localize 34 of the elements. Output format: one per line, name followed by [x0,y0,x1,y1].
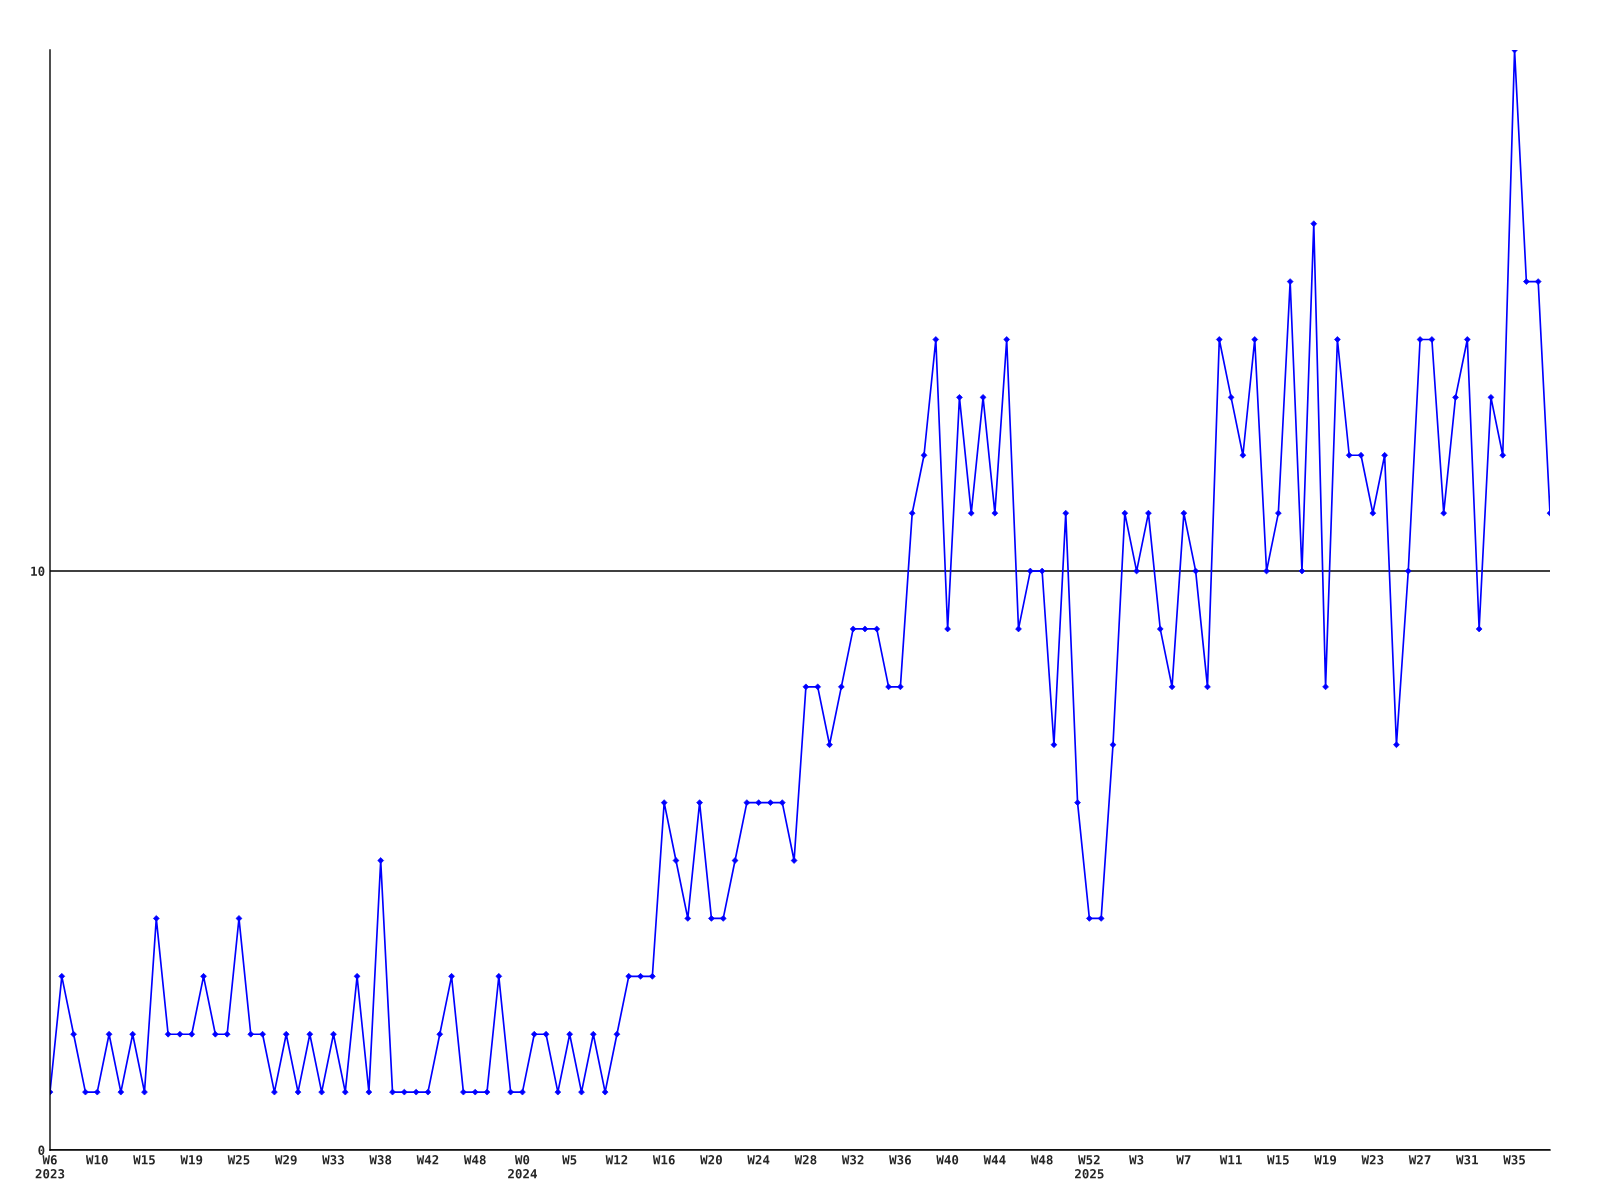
x-tick-label: W5 [562,1155,577,1165]
x-tick-label: W16 [652,1155,675,1165]
x-tick-label: W19 [1314,1155,1337,1165]
x-tick-label: W32 [841,1155,864,1165]
x-tick-label: W31 [1456,1155,1479,1165]
x-tick-label: W10 [85,1155,108,1165]
x-tick-label: W27 [1408,1155,1431,1165]
x-tick-label: W25 [227,1155,250,1165]
x-tick-label: W15 [133,1155,155,1165]
y-tick-label: 10 [31,566,45,576]
x-tick-label: W20 [700,1155,722,1165]
x-tick-label: W36 [889,1155,911,1165]
x-tick-label: W44 [983,1155,1006,1165]
y-tick-label: 0 [38,1145,45,1155]
x-tick-label: W40 [936,1155,959,1165]
x-tick-label: W35 [1503,1155,1526,1165]
x-tick-label: W42 [416,1155,439,1165]
x-tick-label: W38 [369,1155,392,1165]
x-tick-label: W23 [1361,1155,1384,1165]
x-tick-label: W33 [322,1155,344,1165]
x-tick-label: W48 [1030,1155,1053,1165]
x-tick-label: W6 2023 [35,1155,65,1179]
x-tick-label: W15 [1267,1155,1289,1165]
x-tick-label: W11 [1219,1155,1242,1165]
x-tick-label: W7 [1176,1155,1191,1165]
x-tick-label: W24 [747,1155,770,1165]
x-tick-label: W19 [180,1155,203,1165]
x-tick-label: W48 [463,1155,486,1165]
x-tick-label: W52 2025 [1075,1155,1104,1179]
x-tick-label: W12 [605,1155,628,1165]
x-tick-label: W29 [274,1155,297,1165]
x-tick-label: W3 [1129,1155,1144,1165]
x-tick-label: W0 2024 [508,1155,537,1179]
x-tick-label: W28 [794,1155,817,1165]
